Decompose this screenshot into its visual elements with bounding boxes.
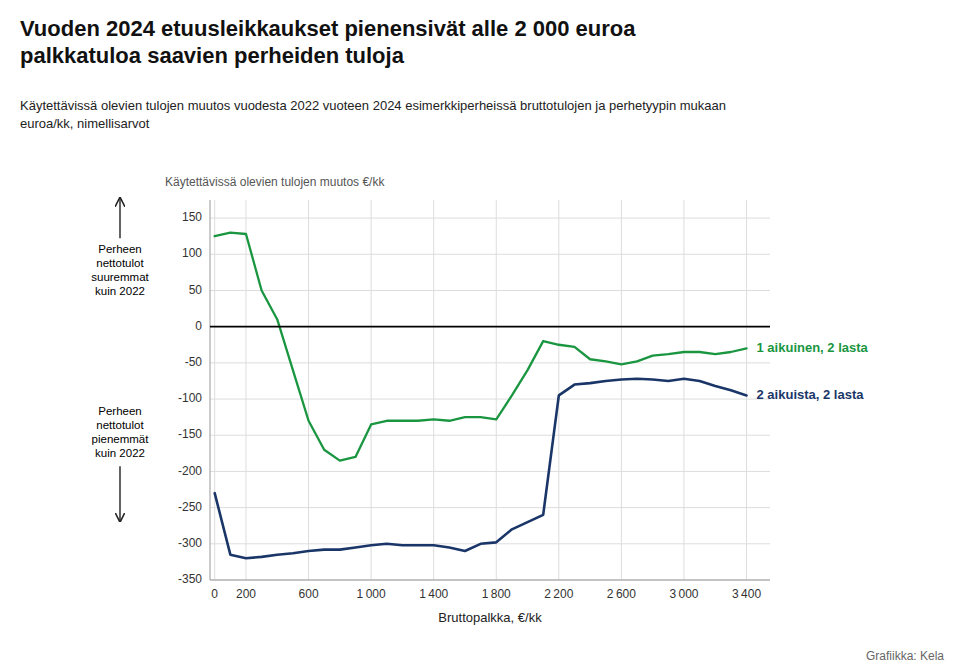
grid-line bbox=[210, 399, 770, 400]
x-tick-label: 3 400 bbox=[732, 587, 761, 601]
grid-line bbox=[210, 362, 770, 363]
lines bbox=[215, 233, 747, 559]
arrow bbox=[119, 198, 120, 238]
grid-line bbox=[210, 218, 770, 219]
grid-line bbox=[371, 200, 372, 580]
y-tick-label: -250 bbox=[178, 500, 202, 514]
grid-line bbox=[210, 435, 770, 436]
series-label: 1 aikuinen, 2 lasta bbox=[757, 340, 869, 355]
grid-line bbox=[210, 471, 770, 472]
series-label: 2 aikuista, 2 lasta bbox=[757, 387, 865, 402]
y-axis-line bbox=[210, 200, 211, 580]
grid-line bbox=[621, 200, 622, 580]
y-tick-label: -300 bbox=[178, 536, 202, 550]
grid-line bbox=[210, 254, 770, 255]
y-tick-label: 50 bbox=[189, 283, 203, 297]
grid-line bbox=[245, 200, 246, 580]
chart: Vuoden 2024 etuusleikkaukset pienensivät… bbox=[0, 0, 960, 670]
y-axis-label: Käytettävissä olevien tulojen muutos €/k… bbox=[165, 175, 385, 189]
x-tick-label: 2 200 bbox=[544, 587, 573, 601]
arrow bbox=[119, 466, 120, 521]
x-axis-label: Bruttopalkka, €/kk bbox=[438, 610, 542, 625]
grid-line bbox=[214, 200, 215, 580]
grid-line bbox=[210, 507, 770, 508]
x-tick-label: 1 000 bbox=[357, 587, 386, 601]
y-tick-label: -150 bbox=[178, 427, 202, 441]
y-tick-label: 100 bbox=[182, 246, 202, 260]
series-line bbox=[215, 233, 747, 461]
grid-line bbox=[433, 200, 434, 580]
x-tick-label: 200 bbox=[236, 587, 256, 601]
x-tick-label: 3 000 bbox=[669, 587, 698, 601]
grid-line bbox=[210, 580, 770, 581]
x-tick-label: 0 bbox=[211, 587, 218, 601]
x-tick-label: 1 400 bbox=[419, 587, 448, 601]
y-tick-label: -200 bbox=[178, 464, 202, 478]
grid-line bbox=[746, 200, 747, 580]
grid bbox=[210, 200, 770, 580]
grid-line bbox=[558, 200, 559, 580]
y-tick-label: 0 bbox=[195, 319, 202, 333]
credit: Grafiikka: Kela bbox=[866, 649, 944, 663]
title: Vuoden 2024 etuusleikkaukset pienensivät… bbox=[20, 16, 636, 68]
grid-line bbox=[683, 200, 684, 580]
x-tick-label: 600 bbox=[299, 587, 319, 601]
grid-line bbox=[496, 200, 497, 580]
grid-line bbox=[210, 290, 770, 291]
annotation: Perheennettotulotsuuremmatkuin 2022 bbox=[91, 243, 149, 297]
y-tick-label: 150 bbox=[182, 210, 202, 224]
grid-line bbox=[308, 200, 309, 580]
series-line bbox=[215, 379, 747, 559]
y-tick-label: -350 bbox=[178, 572, 202, 586]
x-tick-label: 1 800 bbox=[482, 587, 511, 601]
y-tick-label: -100 bbox=[178, 391, 202, 405]
subtitle: Käytettävissä olevien tulojen muutos vuo… bbox=[20, 98, 726, 131]
x-axis-line bbox=[210, 580, 770, 581]
zero-line bbox=[210, 326, 770, 328]
y-tick-label: -50 bbox=[185, 355, 203, 369]
annotation: Perheennettotulotpienemmätkuin 2022 bbox=[92, 405, 150, 459]
x-tick-label: 2 600 bbox=[607, 587, 636, 601]
